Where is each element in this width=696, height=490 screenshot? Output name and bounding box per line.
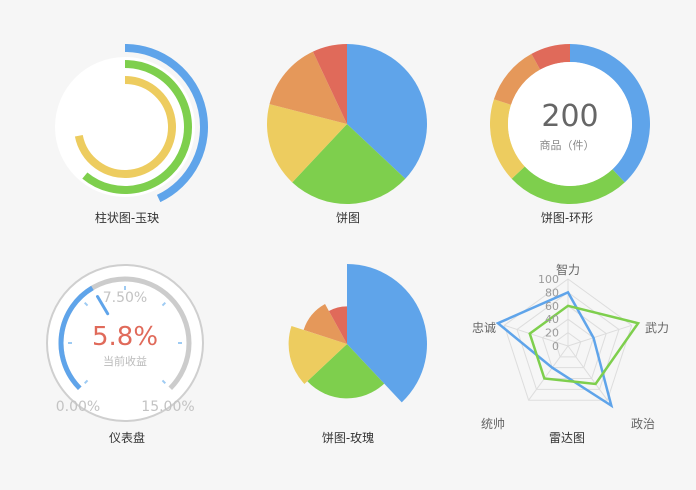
chart-title-pie: 饼图 <box>336 211 360 225</box>
radar-tick-label: 0 <box>552 340 559 353</box>
pie-slice-5 <box>312 44 347 124</box>
radar-tick-label: 60 <box>545 300 559 313</box>
ring-hole <box>508 62 632 186</box>
ring-slice-2 <box>511 166 625 205</box>
radar-grid-ring <box>541 318 595 369</box>
ring-slice-5 <box>531 44 570 70</box>
radar-axis-label: 忠诚 <box>472 321 496 335</box>
radar-grid-ring <box>554 331 582 358</box>
radial-bar-3 <box>74 76 176 178</box>
rose-slice-1 <box>347 264 427 403</box>
gauge-tick <box>161 379 167 385</box>
gauge-value-label: 当前收益 <box>103 354 147 368</box>
chart-title-rose-pie: 饼图-玫瑰 <box>322 430 374 445</box>
pie-slice-3 <box>267 104 347 183</box>
rose-slice-2 <box>307 344 385 399</box>
gauge-tick <box>161 301 167 307</box>
ring-pie-chart: 200 商品（件） 饼图-环形 <box>489 44 651 225</box>
gauge-value: 5.8% <box>92 322 158 352</box>
pie-slice-1 <box>347 44 427 179</box>
gauge-progress <box>58 285 94 391</box>
gauge-needle <box>96 295 110 316</box>
ring-center-value: 200 <box>541 99 598 134</box>
radar-spoke <box>567 324 632 347</box>
ring-slice-3 <box>489 99 525 179</box>
radar-series-1 <box>495 290 614 409</box>
gauge-chart: 5.8% 当前收益 7.50% 0.00% 15.00% 仪表盘 <box>46 264 204 445</box>
chart-title-gauge: 仪表盘 <box>109 430 145 445</box>
ring-center-label: 商品（件） <box>540 138 595 152</box>
radar-spoke <box>528 345 569 401</box>
radar-spoke <box>504 324 569 347</box>
radial-bar-1 <box>124 44 208 203</box>
ring-slice-4 <box>493 53 541 105</box>
chart-title-ring-pie: 饼图-环形 <box>541 211 593 225</box>
radar-tick-label: 80 <box>545 286 559 299</box>
radar-axis-label: 智力 <box>556 262 580 277</box>
rose-slice-3 <box>288 325 347 384</box>
ring-slice-1 <box>570 44 651 183</box>
chart-title-radar: 雷达图 <box>549 431 585 445</box>
rose-slice-4 <box>303 304 347 344</box>
pie-slice-4 <box>269 51 347 125</box>
gauge-min-label: 0.00% <box>56 399 100 415</box>
radar-axis-label: 统帅 <box>481 417 505 431</box>
gauge-mid-label: 7.50% <box>103 290 147 306</box>
radar-tick-label: 100 <box>538 273 559 286</box>
radar-grid-ring <box>516 291 620 390</box>
gauge-tick <box>83 301 89 307</box>
radar-spoke <box>567 345 608 401</box>
radial-bar-2 <box>82 60 192 194</box>
radar-series-2 <box>528 304 641 386</box>
radar-axis-label: 政治 <box>631 417 655 431</box>
radar-axis-label: 武力 <box>645 321 669 335</box>
gauge-tick <box>83 379 89 385</box>
rose-slice-5 <box>328 306 347 344</box>
pie-chart: 饼图 <box>267 44 427 225</box>
gauge-max-label: 15.00% <box>141 399 194 415</box>
rose-pie-chart: 饼图-玫瑰 <box>288 264 427 445</box>
radar-grid-ring <box>503 278 633 401</box>
chart-title-radial-bar: 柱状图-玉玦 <box>95 210 159 225</box>
radial-bar-chart: 柱状图-玉玦 <box>55 44 208 225</box>
radar-tick-label: 20 <box>545 327 559 340</box>
pie-slice-2 <box>292 124 406 205</box>
radar-tick-label: 40 <box>545 313 559 326</box>
